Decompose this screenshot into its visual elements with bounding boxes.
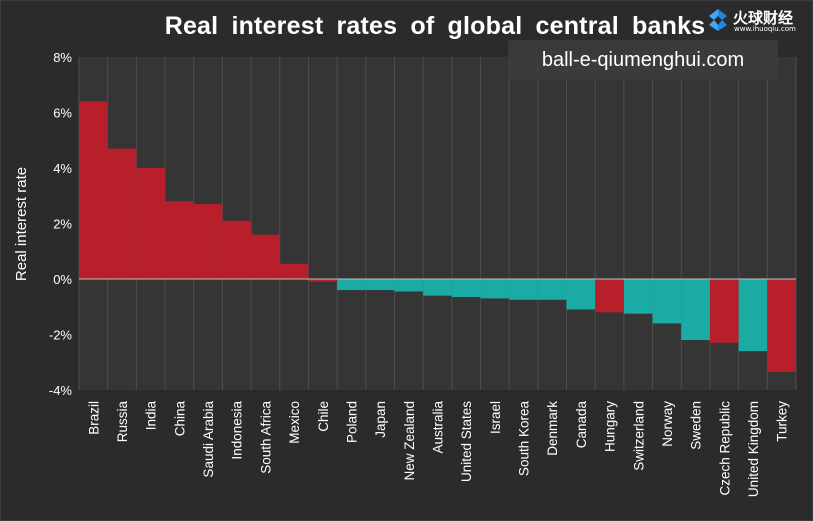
y-tick-labels: 8% 6% 4% 2% 0% -2% -4% xyxy=(49,50,73,398)
bar xyxy=(136,168,166,279)
logo-url: www.ihuoqiu.com xyxy=(734,25,796,33)
bar xyxy=(623,279,653,314)
x-tick-label: Brazil xyxy=(86,401,101,435)
x-tick-label: New Zealand xyxy=(402,401,417,481)
y-tick-label: 0% xyxy=(53,272,72,287)
bar xyxy=(595,279,624,313)
bars xyxy=(79,101,796,372)
x-tick-label: Indonesia xyxy=(230,401,245,460)
bar xyxy=(337,279,366,291)
bar xyxy=(509,279,538,300)
x-tick-label: South Korea xyxy=(517,401,532,477)
x-tick-label: Australia xyxy=(431,401,446,454)
x-tick-label: Denmark xyxy=(545,401,560,456)
x-tick-label: Israel xyxy=(488,401,503,434)
x-tick-label: Canada xyxy=(574,401,589,449)
y-tick-label: -2% xyxy=(49,328,73,343)
x-tick-label: United States xyxy=(459,401,474,482)
x-tick-label: Russia xyxy=(115,401,130,443)
y-tick-label: 4% xyxy=(53,161,72,176)
x-tick-label: United Kingdom xyxy=(746,401,761,497)
bar xyxy=(423,279,452,296)
bar xyxy=(308,279,338,282)
x-tick-label: Norway xyxy=(660,401,675,447)
y-tick-label: 8% xyxy=(53,50,72,65)
x-tick-labels: Brazil Russia India China Saudi Arabia Indone… xyxy=(86,401,789,498)
bar xyxy=(652,279,682,324)
y-axis-label: Real interest rate xyxy=(13,167,30,281)
bar xyxy=(537,279,567,300)
bar xyxy=(394,279,424,292)
x-tick-label: Poland xyxy=(344,401,359,443)
x-tick-label: Czech Republic xyxy=(717,401,732,496)
bar xyxy=(451,279,481,298)
x-tick-label: Sweden xyxy=(689,401,704,450)
bar xyxy=(279,263,309,279)
bar xyxy=(165,201,194,279)
bar xyxy=(480,279,510,299)
y-tick-label: 2% xyxy=(53,217,72,232)
x-tick-label: Mexico xyxy=(287,401,302,444)
chart-title: Real interest rates of global central ba… xyxy=(164,12,706,40)
x-tick-label: Chile xyxy=(316,401,331,432)
x-tick-label: Switzerland xyxy=(631,401,646,471)
watermark-banner: ball-e-qiumenghui.com xyxy=(508,40,778,80)
flame-logo-icon xyxy=(709,9,727,31)
bar xyxy=(767,279,796,372)
x-tick-label: Saudi Arabia xyxy=(201,401,216,478)
bar xyxy=(566,279,596,310)
y-tick-label: -4% xyxy=(49,383,73,398)
x-tick-label: South Africa xyxy=(258,401,273,474)
bar xyxy=(681,279,710,341)
bar xyxy=(251,234,280,279)
x-tick-label: Turkey xyxy=(775,401,790,442)
x-tick-label: Japan xyxy=(373,401,388,438)
bar xyxy=(107,148,137,279)
logo-name: 火球财经 xyxy=(733,9,794,27)
x-tick-label: China xyxy=(172,401,187,437)
bar xyxy=(193,204,223,279)
bar xyxy=(79,101,108,280)
x-tick-label: India xyxy=(144,401,159,431)
bar xyxy=(222,220,252,279)
bar xyxy=(709,279,739,343)
x-tick-label: Hungary xyxy=(603,401,618,452)
brand-logo[interactable]: 火球财经 www.ihuoqiu.com xyxy=(706,6,811,34)
y-tick-label: 6% xyxy=(53,106,72,121)
bar xyxy=(365,279,395,291)
bar xyxy=(738,279,768,352)
